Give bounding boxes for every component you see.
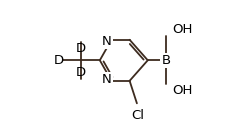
Text: OH: OH [172,23,192,36]
Text: B: B [161,54,170,67]
Text: N: N [102,73,111,86]
Text: D: D [76,42,86,55]
Text: OH: OH [172,84,192,97]
Text: D: D [53,54,63,67]
Text: D: D [76,66,86,79]
Text: N: N [102,35,111,48]
Text: Cl: Cl [132,109,145,122]
